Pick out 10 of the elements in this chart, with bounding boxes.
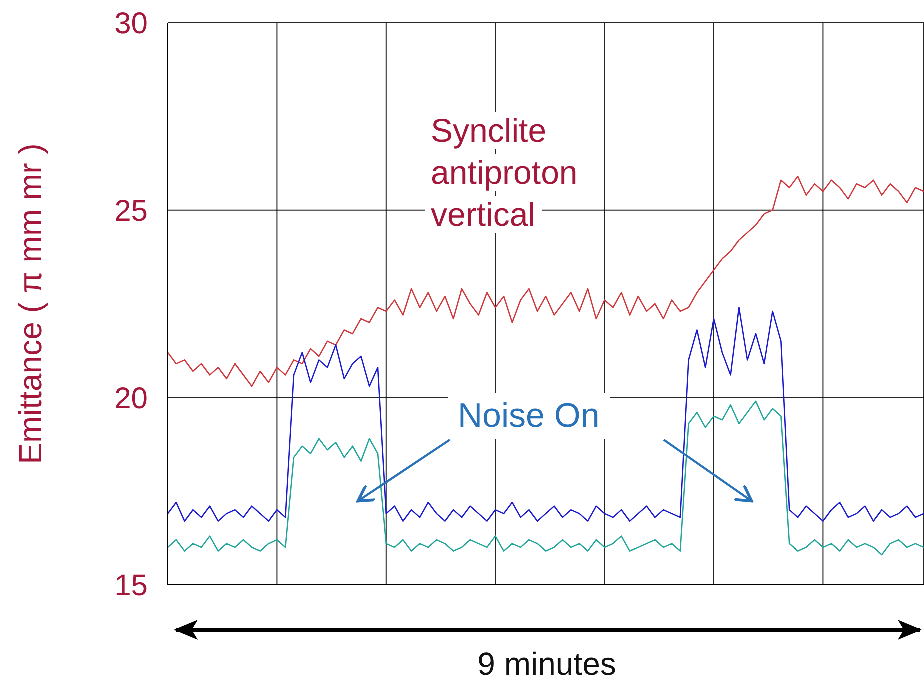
line-series [168,307,924,522]
y-tick-label: 15 [114,570,148,603]
text: 9 minutes [476,646,618,683]
y-tick-label: 20 [114,382,148,416]
annotation: Noise On [448,393,610,439]
y-tick-label: 25 [114,194,148,228]
y-axis-title: Emittance ( π mm mr ) [12,144,48,464]
y-tick-label: 30 [114,8,148,41]
line-series [168,400,924,556]
series-label: Synclite antiproton vertical [425,112,584,233]
